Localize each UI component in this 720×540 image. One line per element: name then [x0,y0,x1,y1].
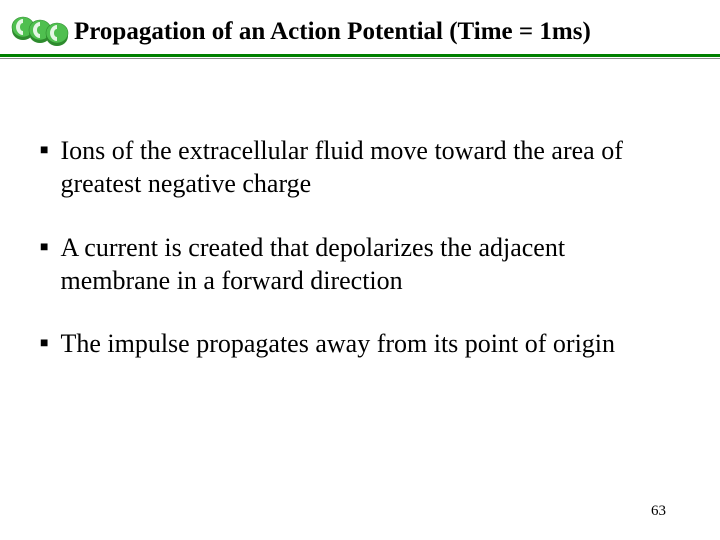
bullet-marker-icon: ■ [40,144,48,158]
title-underline [0,54,720,59]
slide-title: Propagation of an Action Potential (Time… [74,18,714,46]
logo-icon [10,14,70,48]
bullet-marker-icon: ■ [40,241,48,255]
body: ■ Ions of the extracellular fluid move t… [40,134,680,390]
bullet-item: ■ The impulse propagates away from its p… [40,327,680,360]
slide: Propagation of an Action Potential (Time… [0,0,720,540]
bullet-text: Ions of the extracellular fluid move tow… [60,134,680,201]
bullet-marker-icon: ■ [40,337,48,351]
bullet-item: ■ A current is created that depolarizes … [40,231,680,298]
bullet-text: The impulse propagates away from its poi… [60,327,680,360]
header: Propagation of an Action Potential (Time… [0,10,720,58]
page-number: 63 [651,503,666,520]
bullet-item: ■ Ions of the extracellular fluid move t… [40,134,680,201]
bullet-text: A current is created that depolarizes th… [60,231,680,298]
